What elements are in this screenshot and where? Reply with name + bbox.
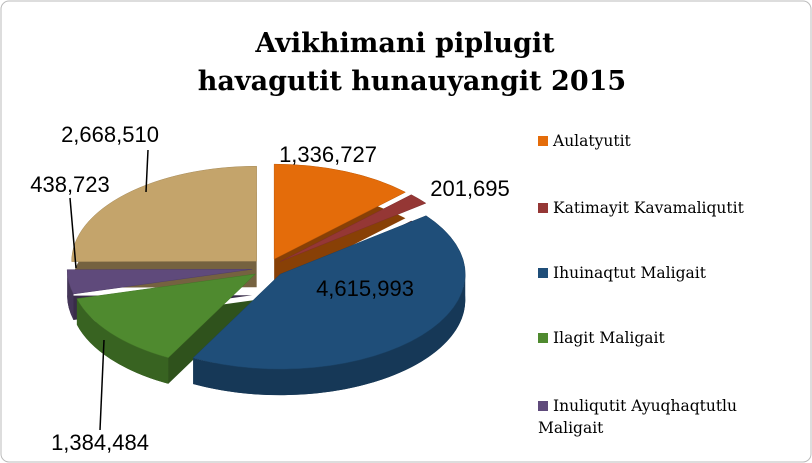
data-label: 1,384,484 xyxy=(51,430,149,455)
legend-item: Ilagit Maligait xyxy=(538,327,798,349)
slice xyxy=(273,163,406,260)
legend-swatch xyxy=(538,333,548,343)
data-label: 201,695 xyxy=(430,176,510,201)
legend-label: Ihuinaqtut Maligait xyxy=(553,264,706,282)
legend-label: Inuliqutit Ayuqhaqtutlu Maligait xyxy=(538,397,738,437)
data-label: 438,723 xyxy=(30,172,110,197)
slice-side xyxy=(193,274,466,396)
slice xyxy=(192,215,466,370)
chart-title: havagutit hunauyangit 2015 xyxy=(198,66,626,97)
leader-line xyxy=(69,197,77,269)
legend-swatch xyxy=(538,136,548,146)
chart-title: Avikhimani piplugit xyxy=(254,28,555,59)
legend-label: Aulatyutit xyxy=(553,132,631,150)
data-label: 4,615,993 xyxy=(316,276,414,301)
data-label: 1,336,727 xyxy=(279,142,377,167)
legend-item: Katimayit Kavamaliqutit xyxy=(538,197,798,219)
legend-label: Ilagit Maligait xyxy=(553,329,665,347)
legend-item: Inuliqutit Ayuqhaqtutlu Maligait xyxy=(538,395,768,439)
legend-item: Ihuinaqtut Maligait xyxy=(538,262,798,284)
leader-line xyxy=(99,339,105,431)
data-label: 2,668,510 xyxy=(61,122,159,147)
slice-side xyxy=(76,298,169,384)
leader-line xyxy=(145,149,149,193)
legend-swatch xyxy=(538,268,548,278)
legend-label: Katimayit Kavamaliqutit xyxy=(553,199,744,217)
slice xyxy=(76,273,257,359)
legend-swatch xyxy=(538,203,548,213)
slice xyxy=(279,194,427,262)
legend-swatch xyxy=(538,401,548,411)
legend-item: Aulatyutit xyxy=(538,130,798,152)
slice xyxy=(66,269,253,295)
